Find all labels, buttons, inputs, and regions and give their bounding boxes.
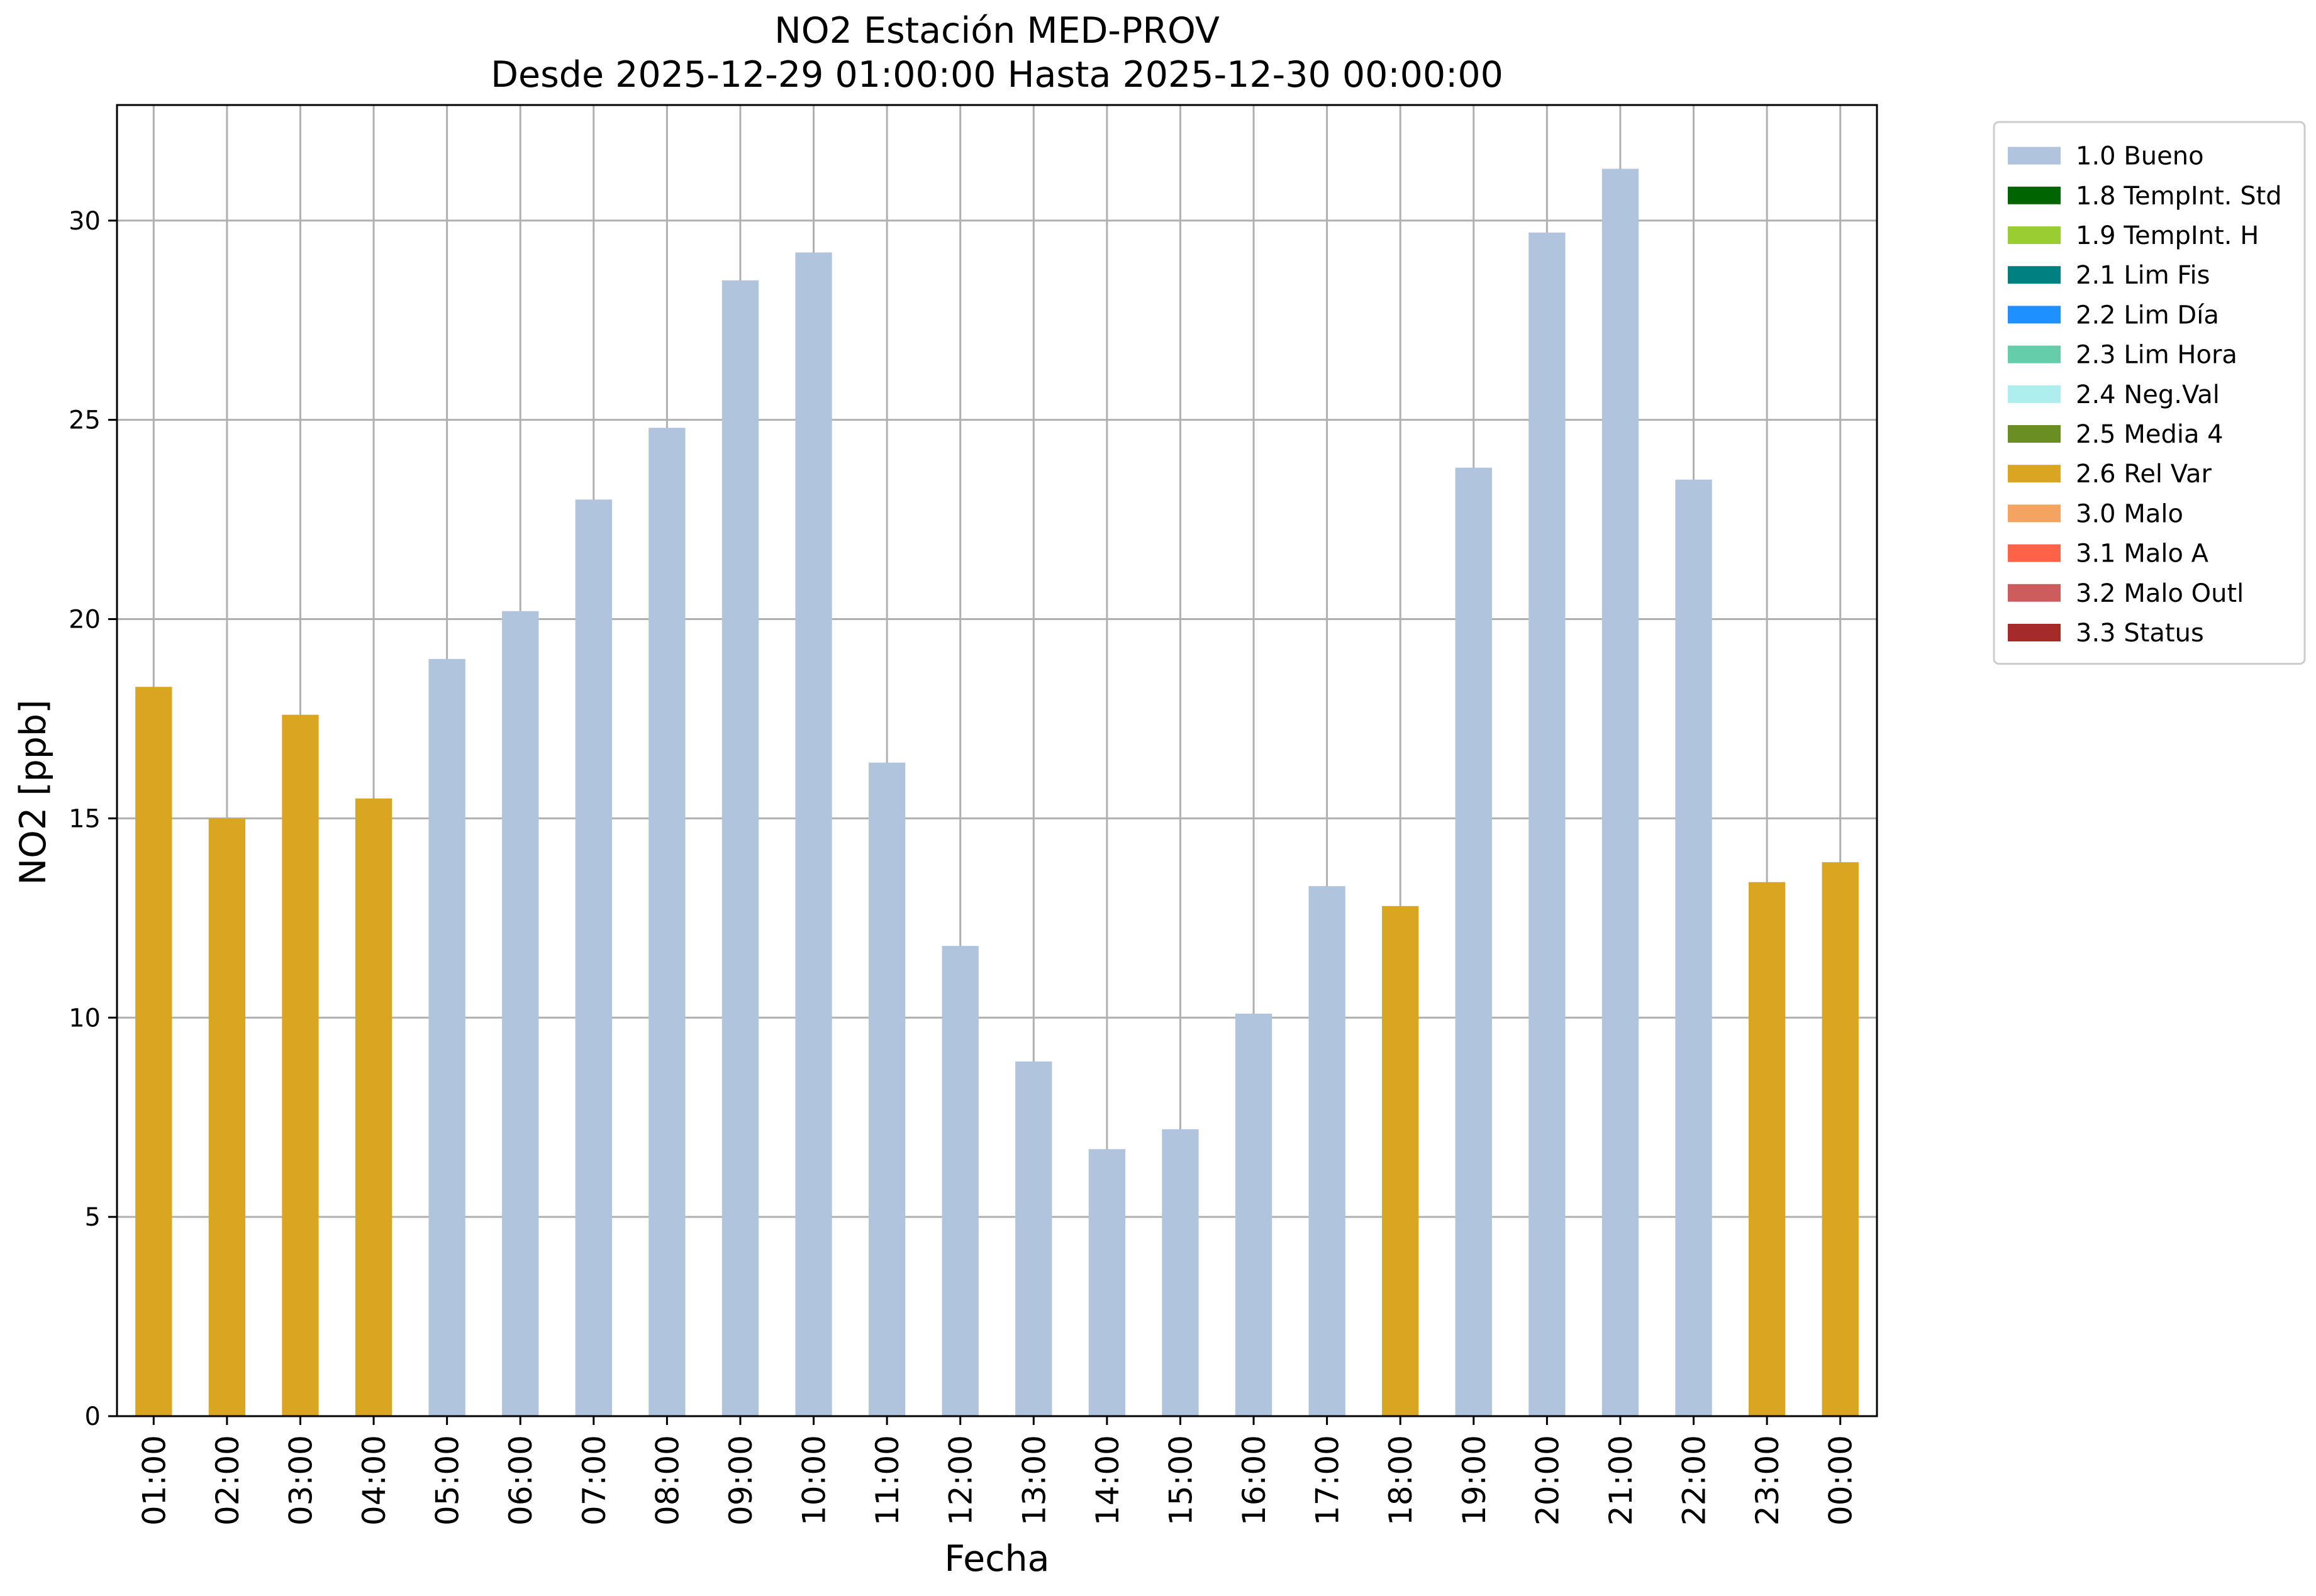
bar-2100 [1601, 169, 1639, 1416]
bar-0300 [282, 714, 319, 1416]
x-tick-label: 10:00 [796, 1435, 833, 1526]
x-tick-label: 13:00 [1016, 1435, 1052, 1526]
x-tick-label: 21:00 [1603, 1435, 1639, 1526]
x-tick-label: 04:00 [356, 1435, 392, 1526]
x-tick-label: 07:00 [576, 1435, 613, 1526]
legend-label: 2.5 Media 4 [2076, 420, 2224, 449]
y-tick-label: 0 [85, 1402, 101, 1431]
x-tick-label: 09:00 [723, 1435, 759, 1526]
bar-0900 [721, 280, 759, 1416]
bar-1000 [795, 252, 832, 1416]
bar-1800 [1382, 906, 1419, 1416]
bar-0700 [575, 499, 612, 1416]
legend-swatch [2008, 504, 2061, 523]
legend-swatch [2008, 266, 2061, 284]
x-tick-label: 02:00 [209, 1435, 246, 1526]
bars [135, 169, 1859, 1416]
bar-0100 [135, 687, 172, 1416]
bar-1500 [1162, 1129, 1199, 1416]
x-tick-label: 22:00 [1676, 1435, 1713, 1526]
bar-1400 [1088, 1149, 1126, 1416]
legend-swatch [2008, 544, 2061, 562]
legend-swatch [2008, 465, 2061, 483]
bar-0200 [208, 818, 246, 1416]
legend-box [1993, 121, 2306, 665]
x-tick-label: 00:00 [1823, 1435, 1859, 1526]
legend-swatch [2008, 345, 2061, 363]
y-tick-label: 15 [69, 804, 101, 833]
x-tick-label: 06:00 [503, 1435, 539, 1526]
x-tick-label: 01:00 [136, 1435, 172, 1526]
legend-label: 1.8 TempInt. Std [2076, 182, 2282, 211]
legend-label: 2.3 Lim Hora [2076, 341, 2237, 370]
legend: 1.0 Bueno 1.8 TempInt. Std 1.9 TempInt. H 2… [1993, 121, 2306, 665]
legend-label: 2.6 Rel Var [2076, 460, 2212, 489]
legend-label: 2.1 Lim Fis [2076, 261, 2210, 290]
x-tick-label: 08:00 [649, 1435, 686, 1526]
x-tick-label: 11:00 [869, 1435, 906, 1526]
bar-0600 [502, 611, 539, 1416]
x-tick-label: 17:00 [1310, 1435, 1346, 1526]
legend-swatch [2008, 425, 2061, 443]
bar-2000 [1528, 232, 1566, 1416]
legend-swatch [2008, 306, 2061, 324]
legend-label: 2.4 Neg.Val [2076, 380, 2220, 409]
legend-label: 3.3 Status [2076, 619, 2204, 648]
legend-swatch [2008, 147, 2061, 165]
legend-label: 3.1 Malo A [2076, 540, 2209, 568]
bar-0800 [649, 428, 686, 1416]
bar-2200 [1675, 479, 1712, 1416]
x-tick-label: 20:00 [1529, 1435, 1566, 1526]
bar-0400 [355, 798, 392, 1416]
legend-swatch [2008, 186, 2061, 204]
y-tick-label: 10 [69, 1004, 101, 1033]
legend-swatch [2008, 385, 2061, 403]
legend-label: 2.2 Lim Día [2076, 301, 2219, 330]
bar-1200 [942, 946, 979, 1416]
legend-label: 3.2 Malo Outl [2076, 579, 2244, 608]
y-axis-label: NO2 [ppb] [13, 700, 54, 885]
chart-subtitle: Desde 2025-12-29 01:00:00 Hasta 2025-12-… [491, 54, 1503, 96]
legend-swatch [2008, 584, 2061, 602]
legend-label: 1.9 TempInt. H [2076, 221, 2259, 250]
y-tick-label: 30 [69, 207, 101, 236]
plot-frame [116, 104, 1878, 1417]
y-tick-label: 5 [85, 1203, 101, 1232]
x-tick-label: 16:00 [1236, 1435, 1272, 1526]
legend-swatch [2008, 226, 2061, 244]
y-tick-label: 20 [69, 606, 101, 635]
x-tick-label: 18:00 [1383, 1435, 1419, 1526]
x-tick-label: 12:00 [943, 1435, 979, 1526]
legend-swatch [2008, 624, 2061, 641]
x-tick-label: 14:00 [1089, 1435, 1126, 1526]
x-tick-label: 23:00 [1749, 1435, 1786, 1526]
bar-1700 [1308, 886, 1345, 1416]
legend-label: 1.0 Bueno [2076, 142, 2204, 171]
x-tick-label: 05:00 [430, 1435, 466, 1526]
x-axis-label: Fecha [944, 1538, 1049, 1580]
bar-0500 [428, 658, 465, 1416]
y-tick-label: 25 [69, 406, 101, 435]
bar-2300 [1748, 882, 1786, 1416]
bar-1300 [1015, 1061, 1052, 1416]
legend-label: 3.0 Malo [2076, 499, 2183, 528]
bar-1600 [1235, 1013, 1272, 1416]
chart-title: NO2 Estación MED-PROV [774, 10, 1220, 52]
x-tick-label: 03:00 [282, 1435, 319, 1526]
bar-1900 [1455, 467, 1492, 1416]
x-tick-label: 19:00 [1456, 1435, 1493, 1526]
axes: 0 5 10 15 20 25 30 01:00 02:00 03:00 04:00 05:00 06:… [69, 104, 1878, 1526]
bar-0000 [1822, 862, 1859, 1416]
x-tick-label: 15:00 [1162, 1435, 1199, 1526]
bar-1100 [868, 762, 906, 1416]
